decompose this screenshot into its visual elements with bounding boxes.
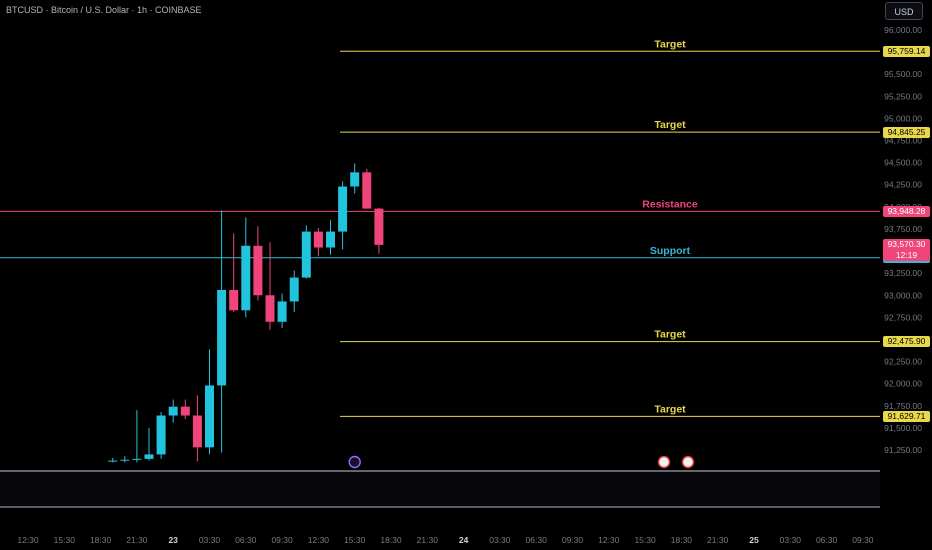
candle-body	[217, 289, 227, 386]
candle-body	[277, 301, 287, 322]
x-tick-label: 21:30	[417, 535, 439, 545]
x-tick-label: 24	[459, 535, 469, 545]
y-tick-label: 92,250.00	[884, 357, 922, 367]
x-tick-label: 12:30	[308, 535, 330, 545]
price-box-target: 92,475.90	[883, 336, 930, 348]
level-label-target: Target	[654, 38, 686, 50]
candle-body	[132, 458, 142, 460]
candle-body	[144, 454, 154, 459]
candle-countdown: 12:19	[895, 250, 918, 261]
y-tick-label: 94,750.00	[884, 136, 922, 146]
candle-body	[253, 245, 263, 296]
x-tick-label: 09:30	[271, 535, 293, 545]
price-box-target: 95,759.14	[883, 45, 930, 57]
y-tick-label: 93,750.00	[884, 224, 922, 234]
x-tick-label: 21:30	[126, 535, 148, 545]
symbol-header: BTCUSD · Bitcoin / U.S. Dollar · 1h · CO…	[6, 5, 202, 15]
us-flag-event-icon	[681, 455, 695, 469]
price-box-target: 94,845.25	[883, 126, 930, 138]
candle-body	[313, 231, 323, 248]
x-tick-label: 25	[749, 535, 759, 545]
candle-body	[350, 172, 360, 187]
y-tick-label: 94,500.00	[884, 158, 922, 168]
y-tick-label: 93,250.00	[884, 268, 922, 278]
x-tick-label: 15:30	[54, 535, 76, 545]
candle-body	[205, 385, 214, 448]
y-tick-label: 96,000.00	[884, 25, 922, 35]
y-tick-label: 91,250.00	[884, 445, 922, 455]
y-tick-label: 91,750.00	[884, 401, 922, 411]
y-tick-label: 95,500.00	[884, 69, 922, 79]
level-label-target: Target	[654, 119, 686, 131]
x-tick-label: 21:30	[707, 535, 729, 545]
candle-body	[229, 289, 239, 311]
candle-body	[301, 231, 311, 278]
candle-body	[168, 406, 178, 416]
x-tick-label: 03:30	[199, 535, 221, 545]
candle-body	[156, 415, 166, 455]
y-tick-label: 92,750.00	[884, 312, 922, 322]
level-label-target: Target	[654, 403, 686, 415]
x-tick-label: 03:30	[489, 535, 511, 545]
level-label-support: Support	[650, 245, 691, 257]
x-tick-label: 18:30	[380, 535, 402, 545]
x-tick-label: 12:30	[17, 535, 39, 545]
x-tick-label: 23	[168, 535, 178, 545]
candle-body	[108, 460, 118, 462]
candle-body	[289, 277, 299, 302]
current-price-box: 93,570.30 12:19	[883, 239, 930, 262]
x-tick-label: 15:30	[634, 535, 656, 545]
y-tick-label: 92,000.00	[884, 379, 922, 389]
y-tick-label: 93,000.00	[884, 290, 922, 300]
currency-button[interactable]: USD	[885, 2, 923, 20]
level-label-target: Target	[654, 329, 686, 341]
x-tick-label: 03:30	[780, 535, 802, 545]
candle-body	[180, 406, 190, 416]
volume-pane	[0, 471, 880, 507]
x-tick-label: 06:30	[526, 535, 548, 545]
candle-body	[241, 245, 251, 311]
candle-body	[374, 208, 384, 245]
x-tick-label: 18:30	[90, 535, 112, 545]
price-box-resistance: 93,948.28	[883, 205, 930, 217]
candle-body	[362, 172, 372, 209]
y-tick-label: 94,250.00	[884, 180, 922, 190]
x-tick-label: 06:30	[235, 535, 257, 545]
y-tick-label: 91,500.00	[884, 423, 922, 433]
candle-body	[120, 459, 130, 461]
x-tick-label: 09:30	[852, 535, 874, 545]
level-label-resistance: Resistance	[642, 198, 698, 210]
x-tick-label: 06:30	[816, 535, 838, 545]
x-tick-label: 18:30	[671, 535, 693, 545]
current-price-value: 93,570.30	[887, 239, 926, 250]
candle-body	[265, 295, 275, 322]
candle-body	[338, 186, 348, 232]
y-tick-label: 95,250.00	[884, 91, 922, 101]
candle-body	[326, 231, 335, 248]
x-tick-label: 12:30	[598, 535, 620, 545]
x-tick-label: 15:30	[344, 535, 366, 545]
price-box-target: 91,629.71	[883, 410, 930, 422]
us-flag-event-icon	[657, 455, 671, 469]
candle-body	[192, 415, 202, 448]
lightning-event-icon	[348, 455, 361, 469]
y-tick-label: 95,000.00	[884, 113, 922, 123]
x-tick-label: 09:30	[562, 535, 584, 545]
